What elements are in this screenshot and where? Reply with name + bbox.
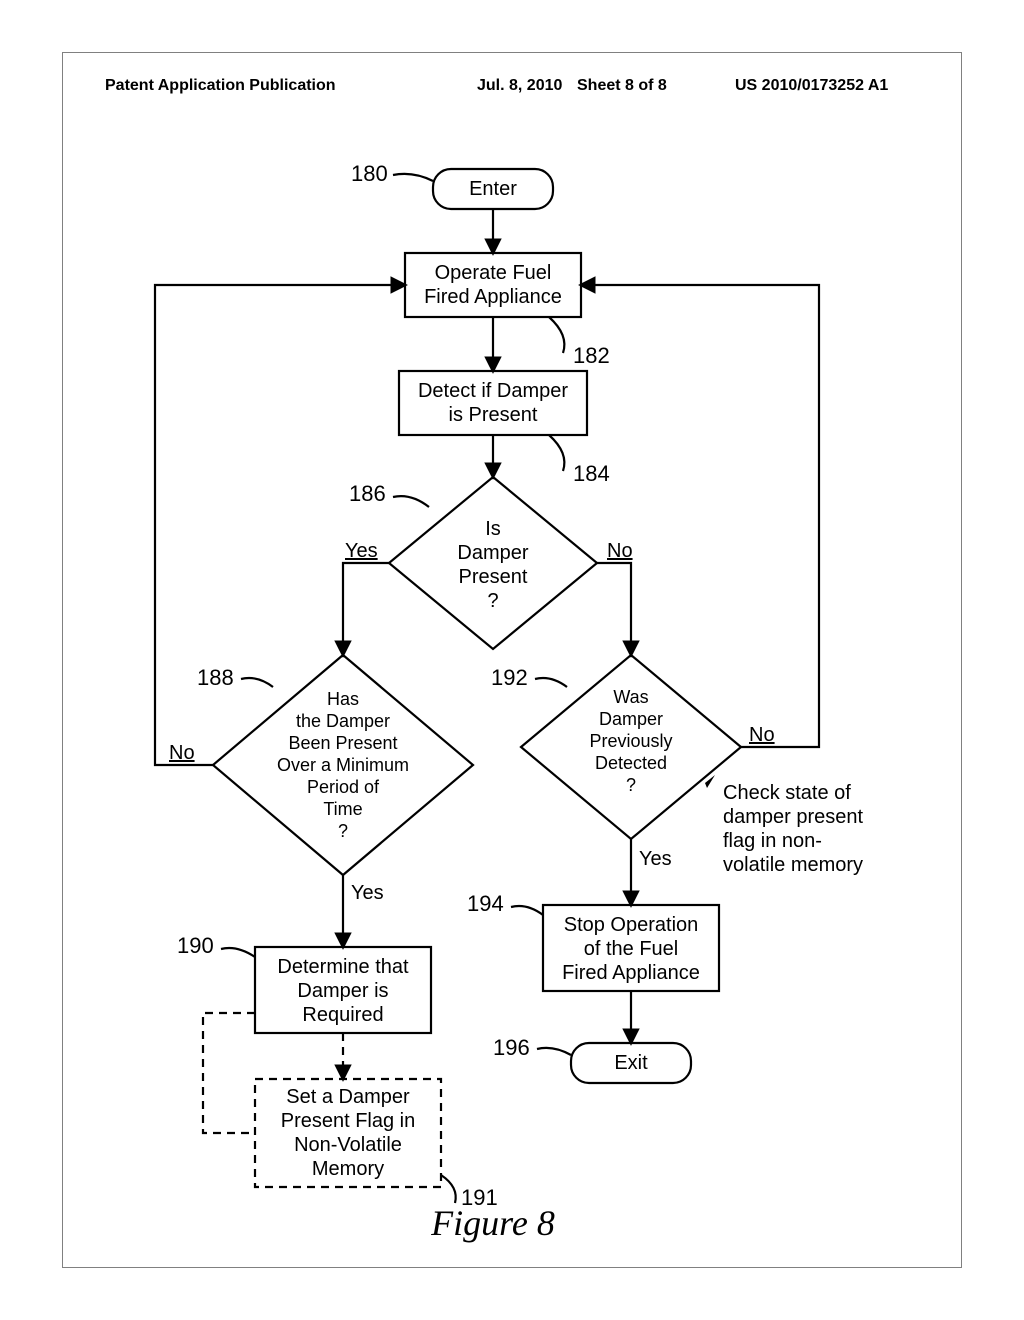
n192-l1: Was	[613, 687, 648, 707]
n188-l1: Has	[327, 689, 359, 709]
ref-184: 184	[573, 461, 610, 486]
n192-l2: Damper	[599, 709, 663, 729]
label-yes-1: Yes	[345, 540, 378, 562]
edge-ispresent-no	[597, 563, 631, 655]
node-exit-label: Exit	[614, 1052, 648, 1074]
label-yes-2: Yes	[351, 882, 384, 904]
ref-192: 192	[491, 665, 528, 690]
edge-192-no-loop	[581, 285, 819, 747]
n186-l4: ?	[487, 590, 498, 612]
edge-ispresent-yes	[343, 563, 389, 655]
annot-l1: Check state of	[723, 782, 851, 804]
node-set-flag: Set a Damper Present Flag in Non-Volatil…	[255, 1079, 441, 1187]
n186-l2: Damper	[457, 542, 528, 564]
node-detect: Detect if Damper is Present	[399, 371, 587, 435]
n186-l1: Is	[485, 518, 501, 540]
label-yes-3: Yes	[639, 848, 672, 870]
n188-l7: ?	[338, 821, 348, 841]
node-operate: Operate Fuel Fired Appliance	[405, 253, 581, 317]
label-no-3: No	[749, 724, 775, 746]
n188-l3: Been Present	[288, 733, 397, 753]
node-is-present: Is Damper Present ?	[389, 477, 597, 649]
n188-l4: Over a Minimum	[277, 755, 409, 775]
node-stop-operation: Stop Operation of the Fuel Fired Applian…	[543, 905, 719, 991]
n191-l4: Memory	[312, 1158, 384, 1180]
n188-l5: Period of	[307, 777, 380, 797]
n190-l3: Required	[302, 1004, 383, 1026]
n191-l3: Non-Volatile	[294, 1134, 402, 1156]
n194-l3: Fired Appliance	[562, 962, 700, 984]
n194-l1: Stop Operation	[564, 914, 699, 936]
node-over-min-time: Has the Damper Been Present Over a Minim…	[213, 655, 473, 875]
ref-186: 186	[349, 481, 386, 506]
n188-l2: the Damper	[296, 711, 390, 731]
n182-l2: Fired Appliance	[424, 286, 562, 308]
figure-caption: Figure 8	[430, 1203, 555, 1243]
ref-196: 196	[493, 1035, 530, 1060]
n192-l4: Detected	[595, 753, 667, 773]
n192-l5: ?	[626, 775, 636, 795]
node-enter: Enter	[433, 169, 553, 209]
ref-194: 194	[467, 891, 504, 916]
ref-190: 190	[177, 933, 214, 958]
page-frame: Patent Application Publication Jul. 8, 2…	[62, 52, 962, 1268]
n184-l1: Detect if Damper	[418, 380, 568, 402]
n190-l1: Determine that	[277, 956, 409, 978]
n184-l2: is Present	[449, 404, 538, 426]
node-prev-detected: Was Damper Previously Detected ?	[521, 655, 741, 839]
n191-l1: Set a Damper	[286, 1086, 410, 1108]
edge-188-no-loop	[155, 285, 405, 765]
annot-l4: volatile memory	[723, 854, 863, 876]
ref-182: 182	[573, 343, 610, 368]
ref-188: 188	[197, 665, 234, 690]
n194-l2: of the Fuel	[584, 938, 679, 960]
n188-l6: Time	[323, 799, 362, 819]
n191-l2: Present Flag in	[281, 1110, 416, 1132]
node-enter-label: Enter	[469, 178, 517, 200]
flowchart-svg: Enter 180 Operate Fuel Fired Appliance 1…	[63, 53, 963, 1269]
label-no-2: No	[169, 742, 195, 764]
node-exit: Exit	[571, 1043, 691, 1083]
annot-l2: damper present	[723, 806, 864, 828]
n192-l3: Previously	[589, 731, 672, 751]
label-no-1: No	[607, 540, 633, 562]
n186-l3: Present	[459, 566, 528, 588]
ref-180: 180	[351, 161, 388, 186]
n190-l2: Damper is	[297, 980, 388, 1002]
edge-dashed-side	[203, 1013, 255, 1133]
node-determine-required: Determine that Damper is Required	[255, 947, 431, 1033]
n182-l1: Operate Fuel	[435, 262, 552, 284]
annot-l3: flag in non-	[723, 830, 822, 852]
